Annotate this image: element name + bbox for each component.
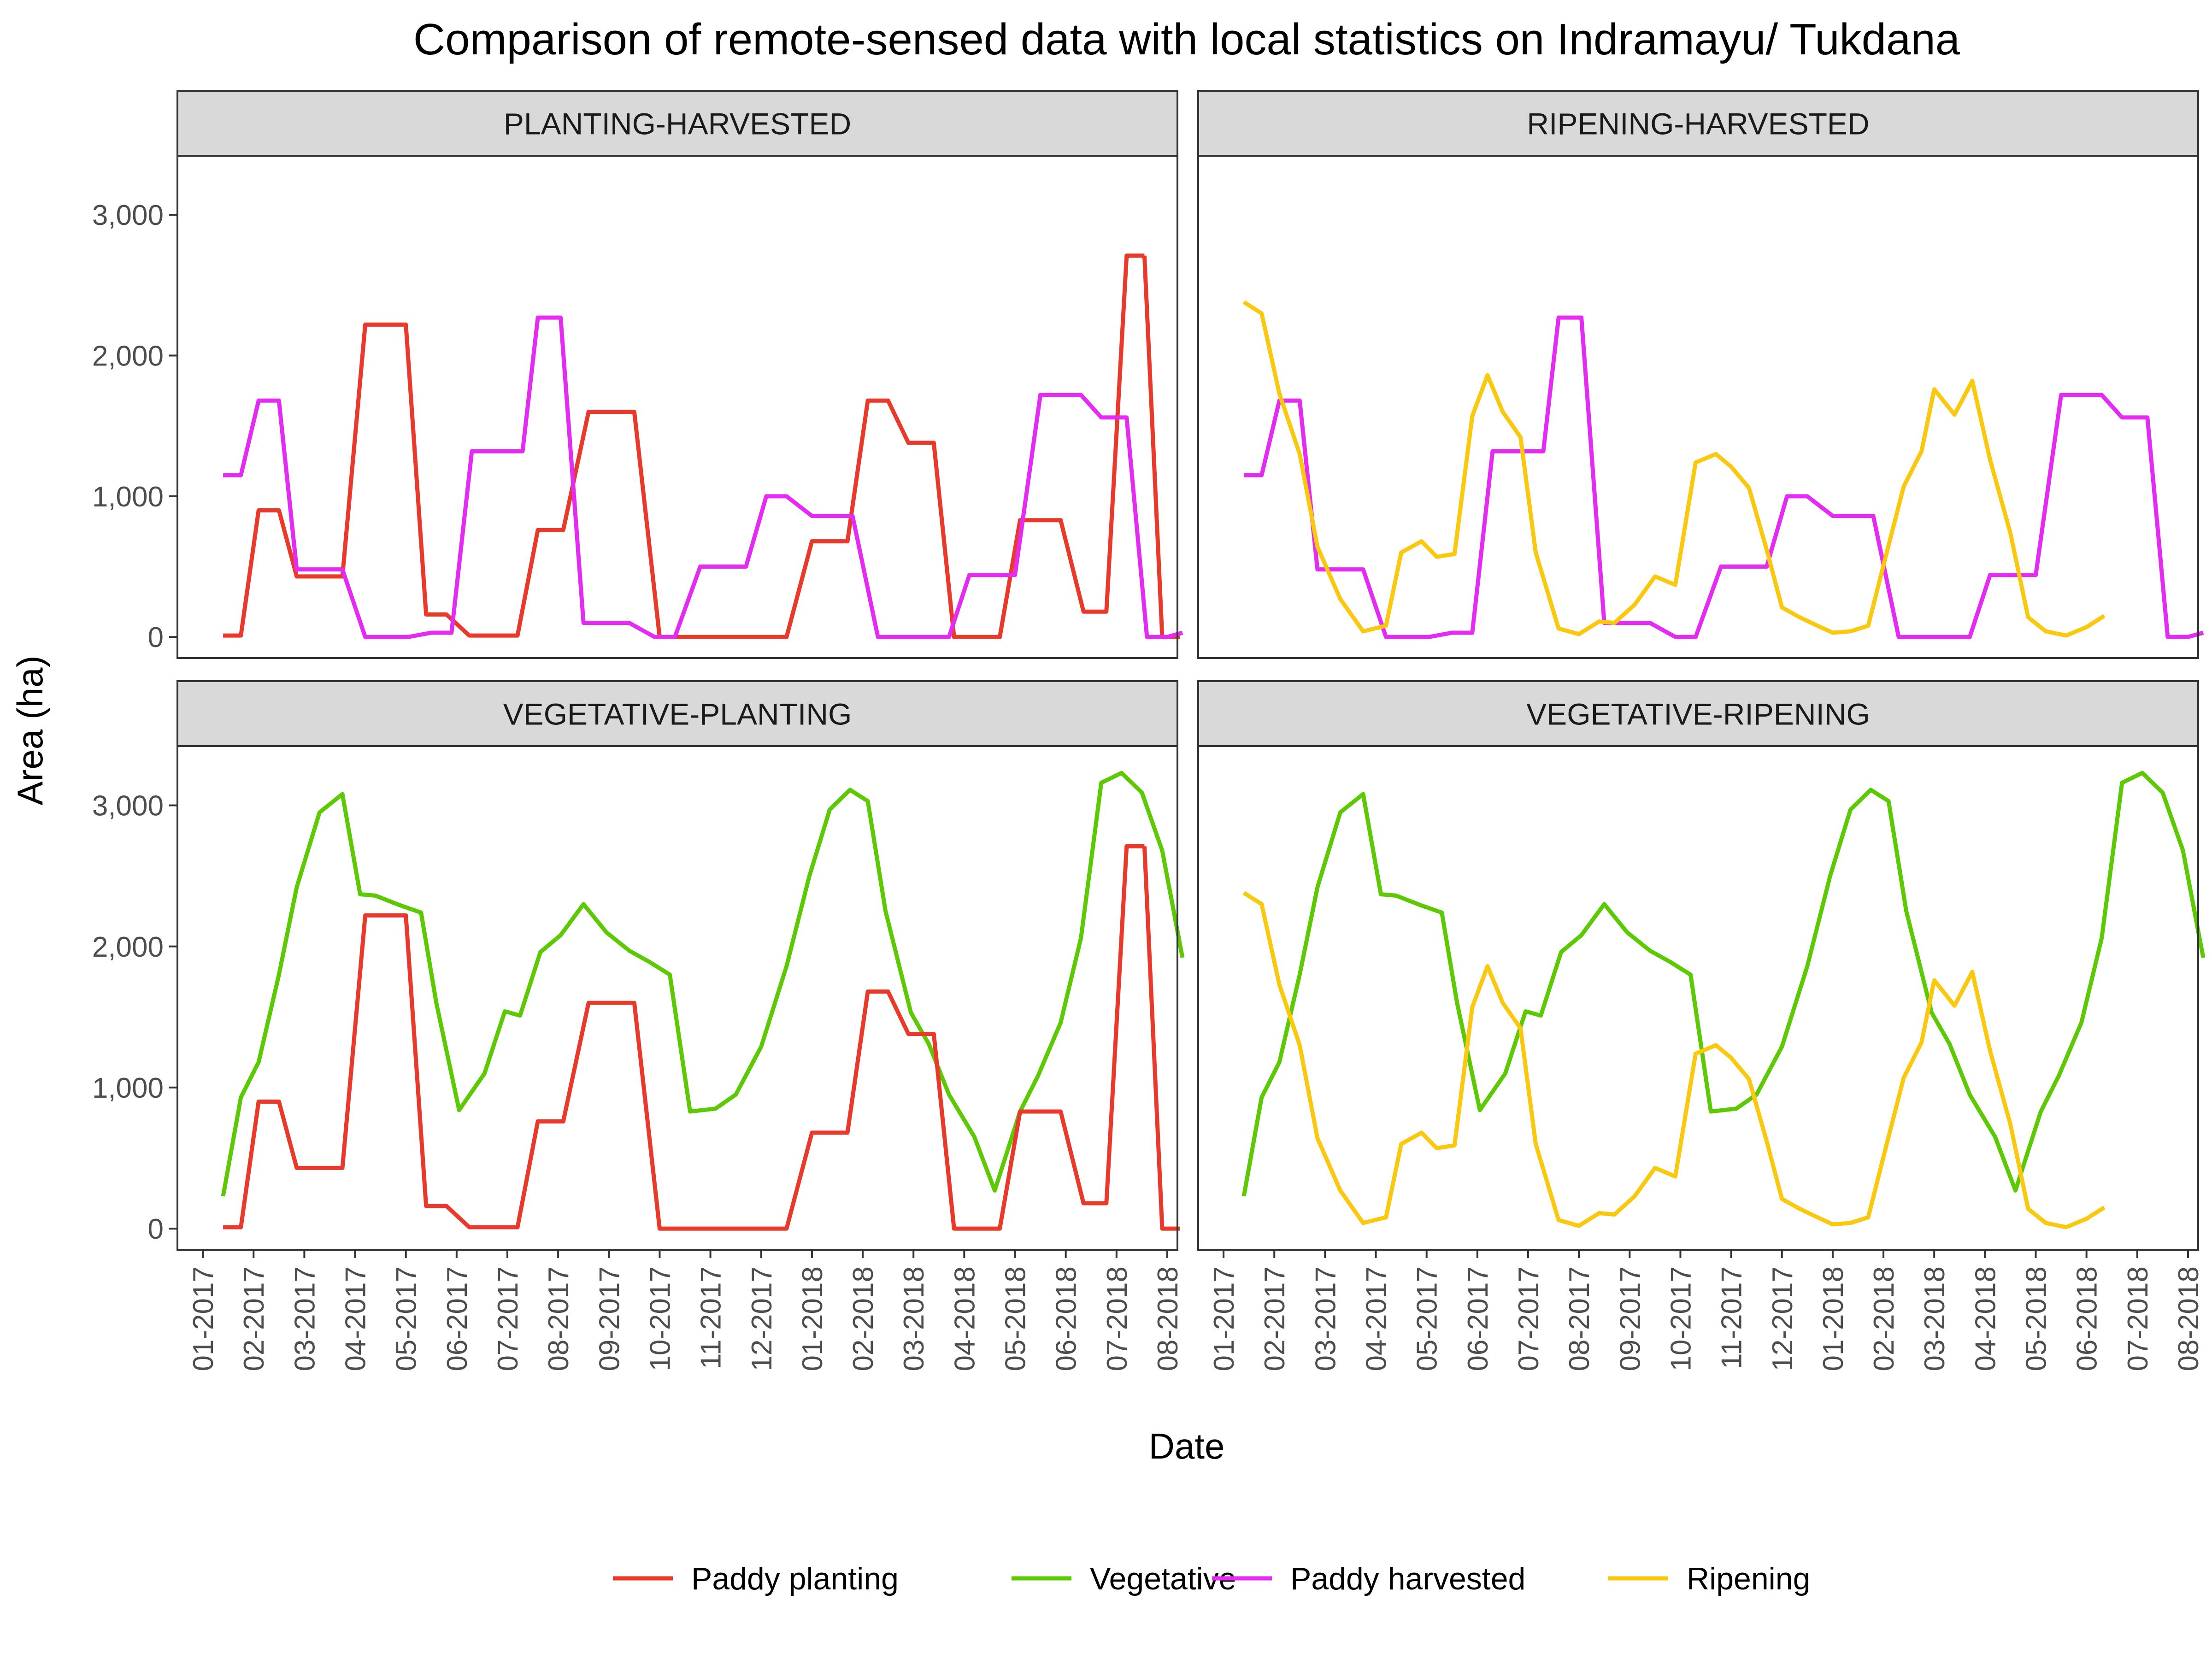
x-tick-label: 08-2018	[1152, 1266, 1184, 1371]
legend-label: Paddy planting	[691, 1561, 899, 1596]
series-line-vegetative	[1241, 771, 2185, 1197]
x-tick-label: 09-2017	[594, 1266, 625, 1371]
x-tick-label: 01-2017	[188, 1266, 219, 1371]
x-tick-label: 06-2018	[1051, 1266, 1082, 1371]
panel-strip	[1197, 680, 2199, 747]
x-tick-label: 05-2018	[2021, 1266, 2053, 1371]
x-tick-label: 04-2017	[340, 1266, 372, 1371]
panel-vegetative-ripening: VEGETATIVE-RIPENING 01-2017 02-2017 03-2017…	[1197, 680, 2206, 1371]
panel-ripening-harvested: RIPENING-HARVESTED	[1197, 90, 2204, 659]
series-line-vegetative	[221, 771, 1165, 1197]
chart-title: Comparison of remote-sensed data with lo…	[413, 15, 1960, 64]
panel-border	[1197, 155, 2199, 659]
panels: PLANTING-HARVESTED 0 1,000 2,000 3,000 RIPENI…	[92, 90, 2206, 1371]
panel-plot-area	[1198, 746, 2198, 1250]
x-tick-label: 06-2017	[1462, 1266, 1494, 1371]
x-tick-label: 03-2018	[898, 1266, 930, 1371]
series-line-ripening	[1242, 891, 2106, 1230]
series-line-paddy-planting-end	[1142, 846, 1180, 1231]
y-tick-label: 1,000	[92, 1072, 164, 1104]
legend-item-paddy-planting: Paddy planting	[613, 1561, 899, 1596]
panel-plot-area	[1198, 156, 2198, 658]
panel-strip	[176, 680, 1178, 747]
panel-planting-harvested: PLANTING-HARVESTED 0 1,000 2,000 3,000	[92, 90, 1183, 659]
x-tick-label: 02-2017	[1259, 1266, 1291, 1371]
x-tick-label: 07-2018	[1101, 1266, 1133, 1371]
x-tick-label: 04-2018	[949, 1266, 981, 1371]
series-line-paddy-planting	[223, 844, 1145, 1231]
y-tick-label: 3,000	[92, 200, 164, 231]
panel-border	[1197, 745, 2199, 1251]
x-tick-label: 12-2017	[746, 1266, 778, 1371]
legend-item-ripening: Ripening	[1608, 1561, 1810, 1596]
panel-border	[176, 745, 1178, 1251]
series-line-paddy-planting	[223, 253, 1145, 639]
x-tick-label: 06-2018	[2071, 1266, 2103, 1371]
series-line-vegetative-end	[2181, 850, 2206, 959]
x-tick-label: 08-2017	[543, 1266, 575, 1371]
series-line-paddy-harvested	[1244, 315, 2204, 639]
x-tick-label: 02-2018	[1868, 1266, 1900, 1371]
y-tick-label: 0	[148, 1213, 164, 1245]
legend-label: Vegetative	[1090, 1561, 1236, 1596]
x-tick-label: 05-2017	[1412, 1266, 1443, 1371]
x-tick-label: 11-2017	[695, 1266, 727, 1369]
x-tick-label: 03-2018	[1919, 1266, 1951, 1371]
panel-strip-label: RIPENING-HARVESTED	[1527, 107, 1869, 141]
panel-strip	[176, 90, 1178, 157]
x-tick-label: 11-2017	[1716, 1266, 1748, 1369]
y-tick-label: 3,000	[92, 790, 164, 822]
x-tick-label: 03-2017	[1310, 1266, 1341, 1371]
x-tick-label: 06-2017	[441, 1266, 473, 1371]
x-tick-label: 07-2018	[2122, 1266, 2154, 1371]
x-tick-label: 04-2018	[1970, 1266, 2001, 1371]
legend-label: Ripening	[1687, 1561, 1810, 1596]
x-tick-label: 08-2017	[1564, 1266, 1595, 1371]
series-line-vegetative-end	[1160, 850, 1185, 959]
legend-item-paddy-harvested: Paddy harvested	[1212, 1561, 1525, 1596]
x-tick-label: 05-2018	[1000, 1266, 1032, 1371]
x-tick-label: 07-2017	[1513, 1266, 1545, 1371]
x-tick-label: 01-2018	[1818, 1266, 1849, 1371]
legend-label: Paddy harvested	[1290, 1561, 1525, 1596]
x-tick-label: 04-2017	[1361, 1266, 1393, 1371]
panel-strip	[1197, 90, 2199, 157]
panel-border	[176, 155, 1178, 659]
x-tick-label: 10-2017	[644, 1266, 676, 1371]
x-tick-label: 12-2017	[1767, 1266, 1799, 1371]
y-axis-label: Area (ha)	[10, 655, 50, 805]
y-tick-label: 2,000	[92, 931, 164, 963]
y-tick-label: 1,000	[92, 481, 164, 513]
x-tick-label: 07-2017	[492, 1266, 524, 1371]
panel-strip-label: PLANTING-HARVESTED	[504, 107, 851, 141]
panel-vegetative-planting: VEGETATIVE-PLANTING 0 1,000 2,000 3,000 01-20…	[92, 680, 1185, 1371]
panel-strip-label: VEGETATIVE-PLANTING	[503, 697, 852, 731]
x-tick-label: 02-2018	[847, 1266, 879, 1371]
panel-strip-label: VEGETATIVE-RIPENING	[1526, 697, 1870, 731]
x-axis-label: Date	[1149, 1426, 1225, 1466]
series-line-ripening	[1242, 300, 2106, 638]
y-tick-label: 0	[148, 622, 164, 653]
panel-plot-area	[177, 746, 1177, 1250]
y-tick-label: 2,000	[92, 341, 164, 372]
x-tick-label: 10-2017	[1665, 1266, 1697, 1371]
x-tick-label: 02-2017	[238, 1266, 270, 1371]
x-tick-label: 09-2017	[1614, 1266, 1646, 1371]
legend-item-vegetative: Vegetative	[1012, 1561, 1236, 1596]
x-tick-label: 03-2017	[289, 1266, 321, 1371]
panel-plot-area	[177, 156, 1177, 658]
series-line-paddy-harvested	[223, 315, 1183, 639]
legend: Paddy planting Vegetative Paddy harvested R…	[613, 1561, 1810, 1596]
x-tick-label: 01-2017	[1208, 1266, 1240, 1371]
x-tick-label: 05-2017	[391, 1266, 423, 1371]
x-tick-label: 01-2018	[797, 1266, 829, 1371]
x-tick-label: 08-2018	[2173, 1266, 2205, 1371]
